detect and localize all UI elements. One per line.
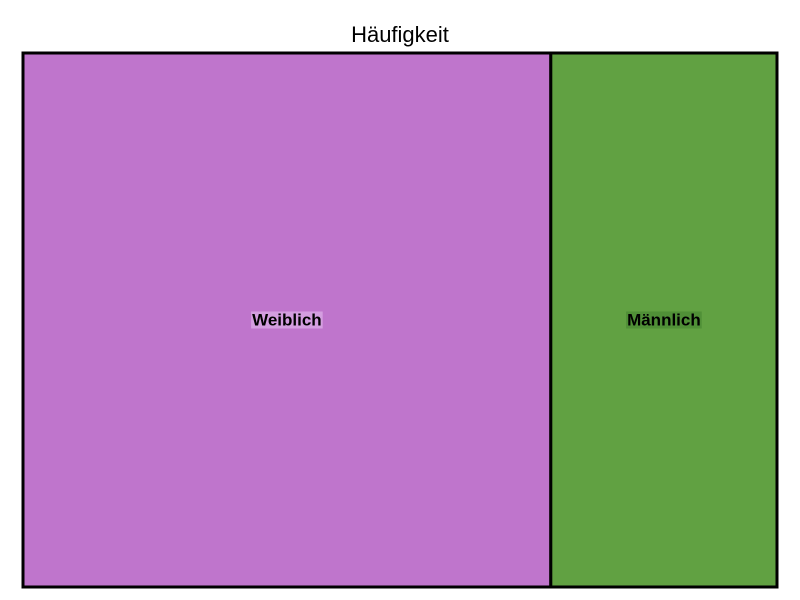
tile-label-bg-maennlich [626,311,702,329]
tile-label-bg-weiblich [251,311,323,329]
tile-label-maennlich: Männlich [627,311,701,330]
plot-frame [21,51,779,589]
tile-label-weiblich: Weiblich [252,311,322,330]
chart-title: Häufigkeit [351,22,449,47]
treemap-tiles: Weiblich Männlich [21,51,779,589]
